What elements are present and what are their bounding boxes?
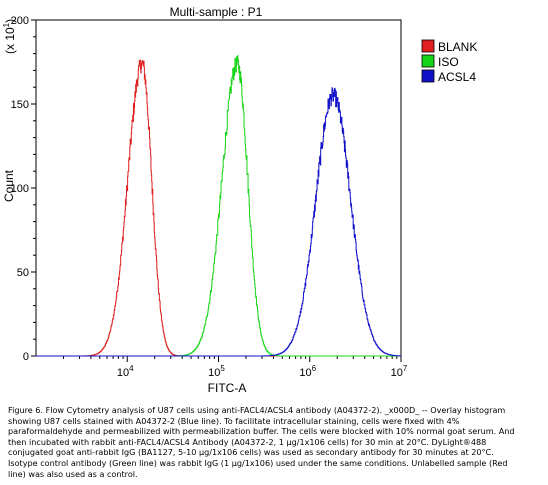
caption-line: line) was also used as a control. <box>8 468 138 479</box>
x-tick-label: 106 <box>299 364 316 379</box>
caption-line: showing U87 cells stained with A04372-2 … <box>8 415 460 426</box>
y-tick-label: 100 <box>11 183 29 195</box>
y-tick-label: 50 <box>17 267 29 279</box>
histogram-series-blank <box>36 59 401 357</box>
legend-swatch <box>421 54 435 68</box>
x-tick-label: 105 <box>208 364 225 379</box>
histogram-series-acsl4 <box>36 87 402 357</box>
x-axis-label: FITC-A <box>208 381 247 395</box>
histogram-series-iso <box>36 55 401 357</box>
legend-swatch <box>421 39 435 53</box>
y-multiplier-exponent: 1 <box>2 22 11 27</box>
legend-label: ACSL4 <box>438 70 476 84</box>
caption-line: Isotype control antibody (Green line) wa… <box>8 457 508 468</box>
caption-line: paraformaldehyde and permeabilized with … <box>8 426 515 437</box>
y-tick-label: 150 <box>11 99 29 111</box>
chart-title: Multi-sample : P1 <box>170 5 263 19</box>
y-multiplier-text: (x 10 <box>3 27 17 54</box>
caption-line: then incubated with rabbit anti-FACL4/AC… <box>8 436 487 447</box>
x-tick-label: 107 <box>391 364 408 379</box>
plot-area: 0 50 100 150 200 104 105 106 107 <box>11 15 408 379</box>
plot-frame <box>35 19 402 357</box>
x-tick-label: 104 <box>117 364 134 379</box>
caption-line: Figure 6. Flow Cytometry analysis of U87… <box>8 405 506 415</box>
y-multiplier-close: ) <box>3 19 17 23</box>
legend-swatch <box>421 69 435 83</box>
caption-line: conjugated goat anti-rabbit IgG (BA1127,… <box>8 447 494 458</box>
y-axis-multiplier: (x 101) <box>2 19 17 54</box>
y-tick-label: 200 <box>11 15 29 27</box>
y-tick-label: 0 <box>23 351 29 363</box>
figure-caption: Figure 6. Flow Cytometry analysis of U87… <box>8 405 540 479</box>
y-axis-label: Count <box>2 169 16 202</box>
flow-cytometry-histogram: Multi-sample : P1 (x 101) Count FITC-A 0… <box>2 5 477 395</box>
legend-label: BLANK <box>438 40 477 54</box>
legend-label: ISO <box>438 55 459 69</box>
